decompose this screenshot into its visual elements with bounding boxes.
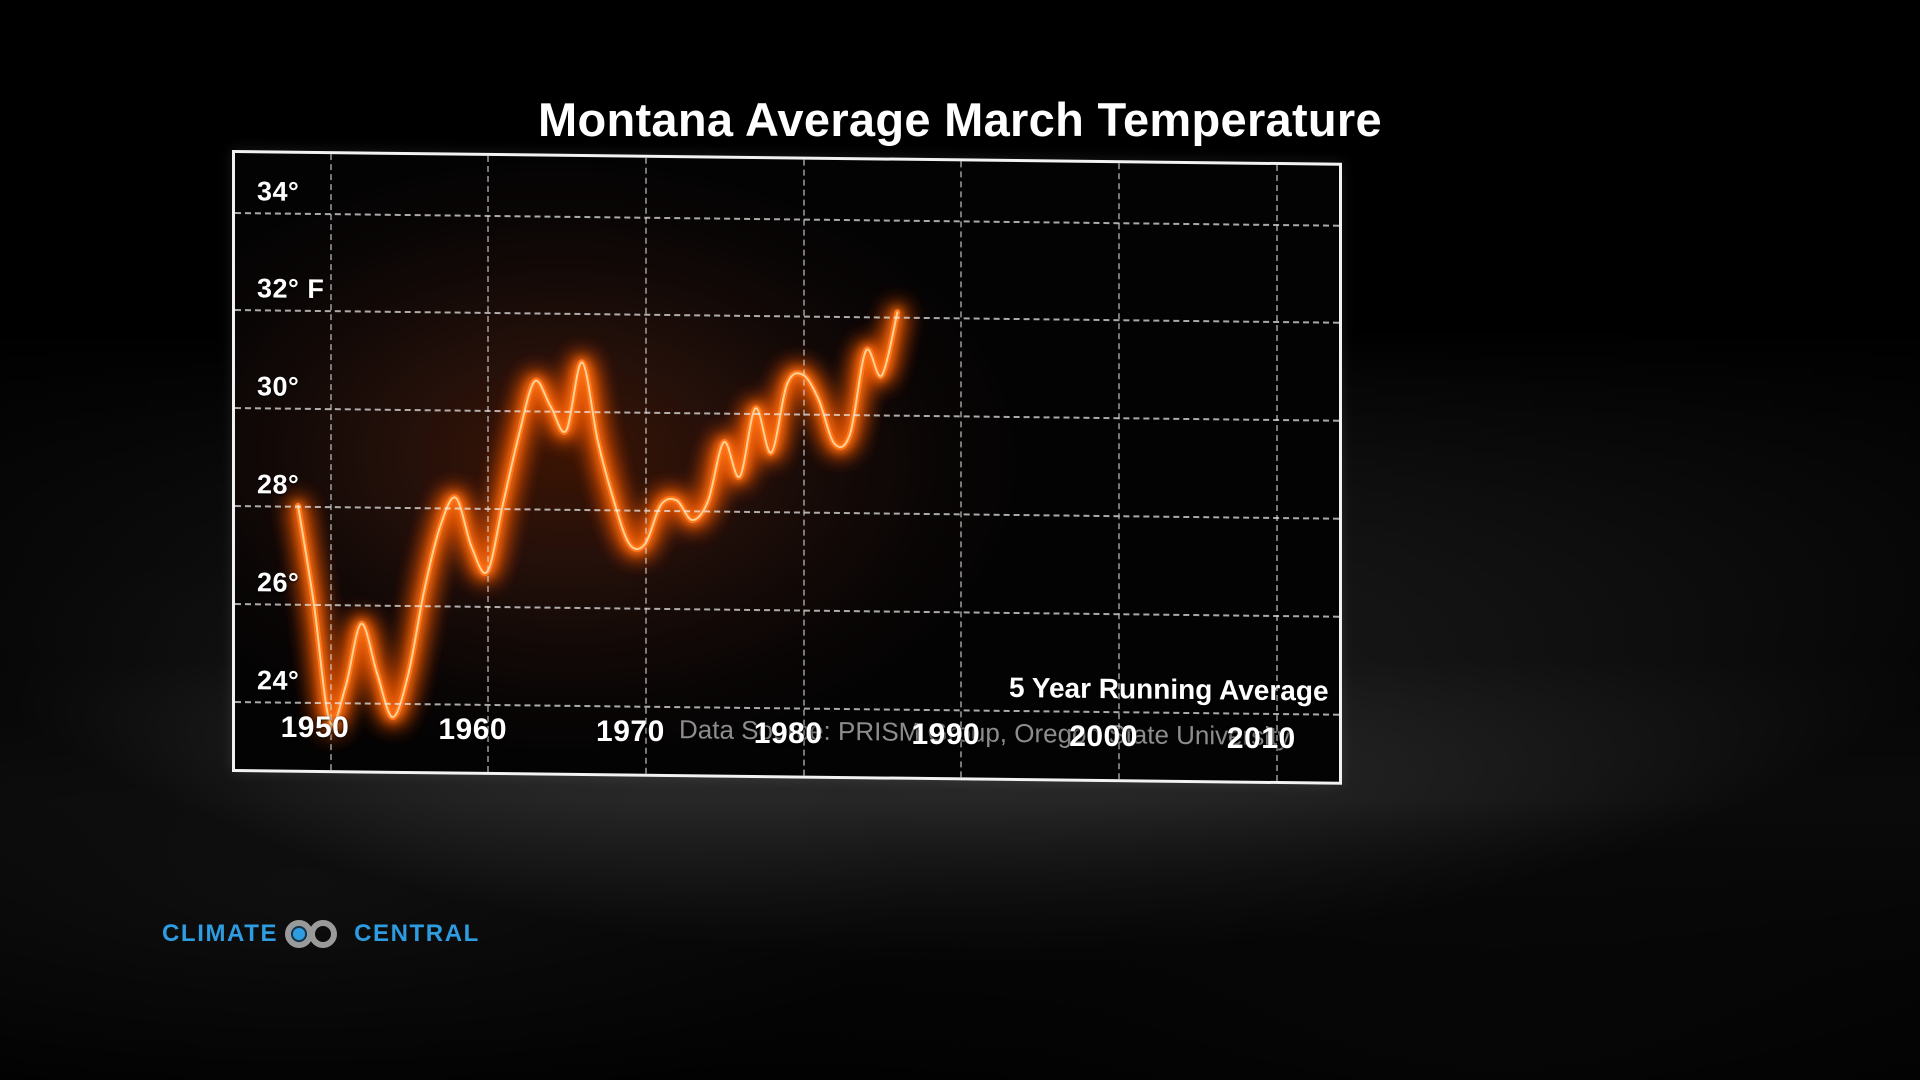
y-axis-tick-label: 32° F — [257, 273, 325, 305]
logo-word-climate: CLIMATE — [162, 920, 279, 947]
gridline-vertical — [960, 161, 963, 778]
y-axis-tick-label: 30° — [257, 371, 300, 402]
gridline-vertical — [329, 154, 332, 771]
x-axis-tick-label: 1970 — [596, 714, 665, 748]
logo-word-central: CENTRAL — [354, 920, 480, 947]
logo-center-dot — [293, 928, 306, 940]
gridline-vertical — [1275, 165, 1278, 782]
gridline-vertical — [1118, 163, 1121, 780]
gridline-vertical — [802, 159, 805, 776]
logo-ring-right — [309, 920, 338, 948]
x-axis-tick-label: 1990 — [911, 718, 981, 752]
logo-rings-icon — [285, 920, 347, 948]
gridline-vertical — [645, 157, 648, 774]
chart-panel: 5 Year Running Average Data Source: PRIS… — [232, 150, 1342, 785]
y-axis-tick-label: 28° — [257, 469, 300, 500]
climate-central-logo: CLIMATE CENTRAL — [162, 920, 480, 948]
y-axis-tick-label: 34° — [257, 175, 300, 207]
x-axis-tick-label: 1950 — [280, 711, 350, 745]
x-axis-tick-label: 2000 — [1069, 720, 1138, 754]
plot-area: 5 Year Running Average Data Source: PRIS… — [235, 153, 1339, 782]
x-axis-tick-label: 1980 — [753, 716, 823, 750]
gridline-vertical — [487, 155, 490, 772]
chart-panel-wrapper: 5 Year Running Average Data Source: PRIS… — [232, 150, 1342, 785]
temperature-line-series — [291, 305, 905, 732]
page-title: Montana Average March Temperature — [538, 93, 1382, 146]
y-axis-tick-label: 24° — [257, 664, 300, 696]
x-axis-tick-label: 1960 — [438, 712, 508, 746]
series-annotation: 5 Year Running Average — [1009, 671, 1329, 707]
y-axis-tick-label: 26° — [257, 567, 300, 598]
x-axis-tick-label: 2010 — [1226, 721, 1296, 755]
